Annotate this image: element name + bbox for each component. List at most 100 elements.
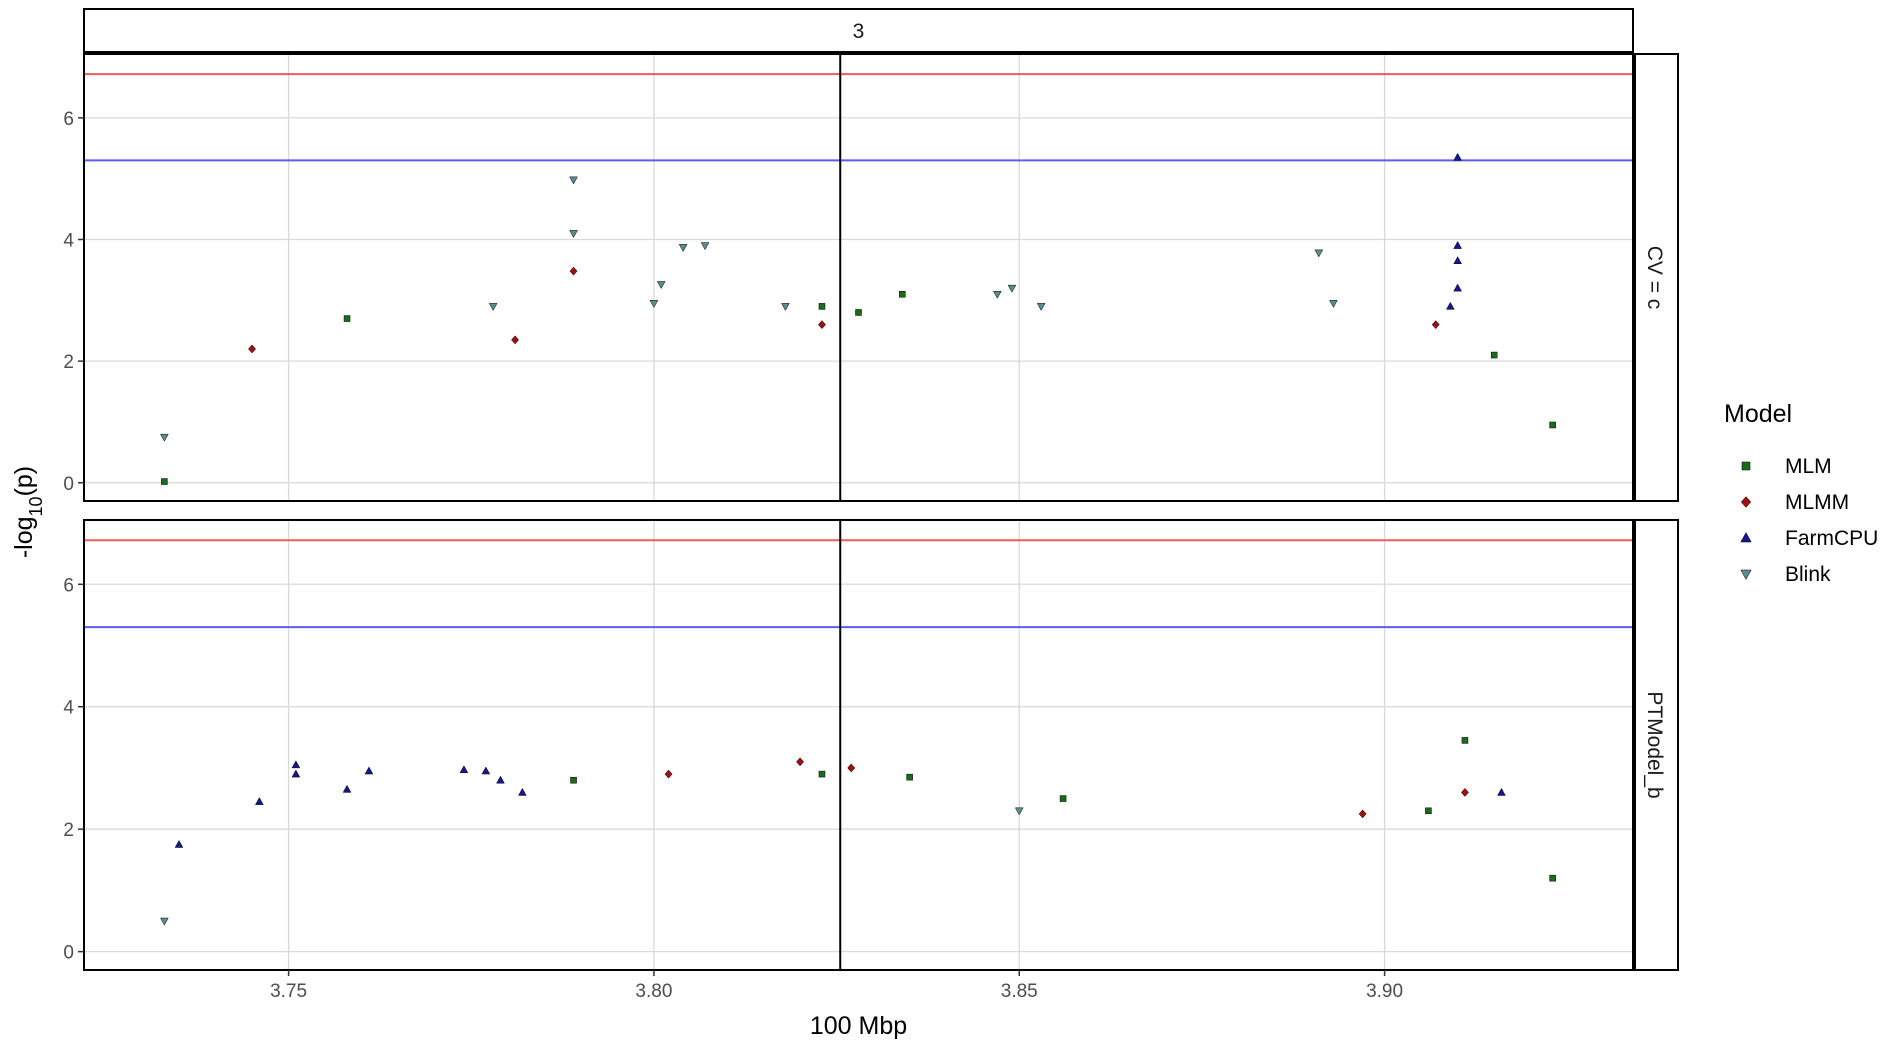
data-point-mlmm	[1431, 320, 1440, 330]
data-point-mlm	[1490, 351, 1498, 359]
data-point-blink	[678, 244, 688, 252]
facet-strip-right-2: PTModel_b	[1634, 519, 1679, 971]
facet-strip-top-box	[83, 8, 1634, 53]
data-point-farmcpu	[518, 787, 527, 796]
panel-ptmodel-b	[83, 519, 1634, 971]
data-point-mlm	[855, 309, 862, 316]
data-point-mlmm	[818, 320, 826, 330]
x-axis-title: 100 Mbp	[810, 1012, 907, 1040]
data-point-mlm	[899, 290, 906, 298]
panel-ptmodel-b-border	[83, 519, 1634, 971]
panel-ptmodel-b-reference-lines	[84, 520, 1633, 970]
facet-strip-right-1: CV = c	[1634, 53, 1679, 502]
y-axis-panel-2: 0 2 4 6	[63, 575, 84, 964]
data-point-mlm	[1461, 737, 1469, 744]
data-point-blink	[569, 176, 578, 185]
data-point-mlmm	[796, 757, 804, 767]
panel-cv-c-grid	[84, 54, 1633, 501]
data-point-mlmm	[248, 344, 256, 354]
y-axis-title-prefix: -log	[10, 516, 38, 558]
data-point-blink	[160, 433, 169, 442]
legend-label-blink: Blink	[1785, 563, 1831, 586]
data-point-farmcpu	[291, 769, 301, 778]
data-point-blink	[1007, 284, 1017, 293]
panel-ptmodel-b-background	[84, 520, 1633, 970]
legend-label-farmcpu: FarmCPU	[1785, 527, 1878, 550]
data-point-mlm	[1549, 874, 1556, 882]
data-point-mlm	[818, 770, 826, 778]
y-axis-panel-1: 0 2 4 6	[63, 109, 84, 495]
panel-cv-c-reference-lines	[84, 54, 1633, 501]
x-tick-label: 3.75	[270, 981, 307, 1002]
facet-strip-top-label: 3	[853, 20, 865, 43]
facet-strip-right-2-label: PTModel_b	[1643, 691, 1666, 798]
data-point-farmcpu	[342, 784, 352, 793]
data-point-mlm	[1059, 795, 1067, 802]
data-point-blink	[1036, 303, 1046, 311]
data-point-blink	[781, 303, 790, 311]
facet-strip-top: 3	[83, 8, 1634, 53]
y-axis-title-subscript: 10	[26, 496, 46, 516]
panel-cv-c	[83, 53, 1634, 502]
panel-cv-c-border	[83, 53, 1634, 502]
data-point-farmcpu	[459, 765, 469, 774]
data-point-mlmm	[1358, 809, 1367, 819]
y-tick-label: 6	[63, 575, 74, 596]
data-point-blink	[488, 303, 498, 311]
panel-cv-c-background	[84, 54, 1633, 501]
panel-cv-c-points	[160, 152, 1556, 485]
data-point-mlm	[1549, 421, 1556, 429]
data-point-mlm	[343, 315, 351, 322]
facet-strip-right-2-box	[1634, 519, 1679, 971]
data-point-farmcpu	[1453, 241, 1462, 249]
facet-strip-right-1-box	[1634, 53, 1679, 502]
y-tick-label: 2	[63, 820, 74, 841]
y-tick-label: 0	[63, 943, 74, 964]
x-tick-label: 3.85	[1001, 981, 1038, 1002]
legend-key-farmcpu	[1740, 532, 1752, 543]
data-point-mlmm	[847, 763, 856, 773]
x-tick-label: 3.90	[1366, 981, 1403, 1002]
legend-title: Model	[1724, 400, 1792, 428]
data-point-blink	[700, 242, 710, 251]
y-tick-label: 4	[63, 230, 74, 251]
data-point-mlm	[570, 776, 577, 784]
y-tick-label: 4	[63, 698, 74, 719]
data-point-farmcpu	[1497, 787, 1506, 796]
data-point-blink	[993, 290, 1002, 299]
data-point-farmcpu	[291, 760, 301, 769]
data-point-mlmm	[511, 335, 520, 345]
data-point-farmcpu	[1446, 301, 1455, 310]
legend-key-mlm	[1741, 461, 1751, 471]
data-point-blink	[569, 230, 578, 238]
data-point-farmcpu	[255, 797, 264, 805]
y-tick-label: 2	[63, 352, 74, 373]
data-point-farmcpu	[364, 766, 374, 775]
data-point-mlmm	[664, 769, 673, 779]
data-point-mlm	[1425, 807, 1432, 815]
data-point-farmcpu	[496, 775, 505, 784]
legend-label-mlm: MLM	[1785, 455, 1832, 478]
data-point-farmcpu	[1453, 256, 1462, 265]
data-point-blink	[1014, 807, 1024, 816]
y-tick-label: 0	[63, 474, 74, 495]
data-point-mlm	[906, 773, 913, 781]
legend: Model MLM MLMM FarmCPU Blink	[1724, 400, 1878, 586]
data-point-mlm	[161, 478, 168, 485]
data-point-farmcpu	[1453, 152, 1462, 161]
data-point-mlm	[818, 303, 826, 310]
data-point-mlmm	[569, 266, 578, 276]
panel-ptmodel-b-grid	[84, 520, 1633, 970]
data-point-farmcpu	[1453, 283, 1462, 292]
data-point-blink	[1329, 300, 1338, 308]
data-point-mlmm	[1461, 788, 1469, 797]
facet-strip-right-1-label: CV = c	[1643, 246, 1666, 310]
legend-key-blink	[1740, 569, 1752, 580]
data-point-blink	[1314, 249, 1324, 258]
data-point-blink	[649, 300, 659, 308]
data-point-blink	[656, 281, 666, 290]
y-tick-label: 6	[63, 109, 74, 130]
legend-key-mlmm	[1740, 496, 1752, 508]
legend-label-mlmm: MLMM	[1785, 491, 1849, 514]
